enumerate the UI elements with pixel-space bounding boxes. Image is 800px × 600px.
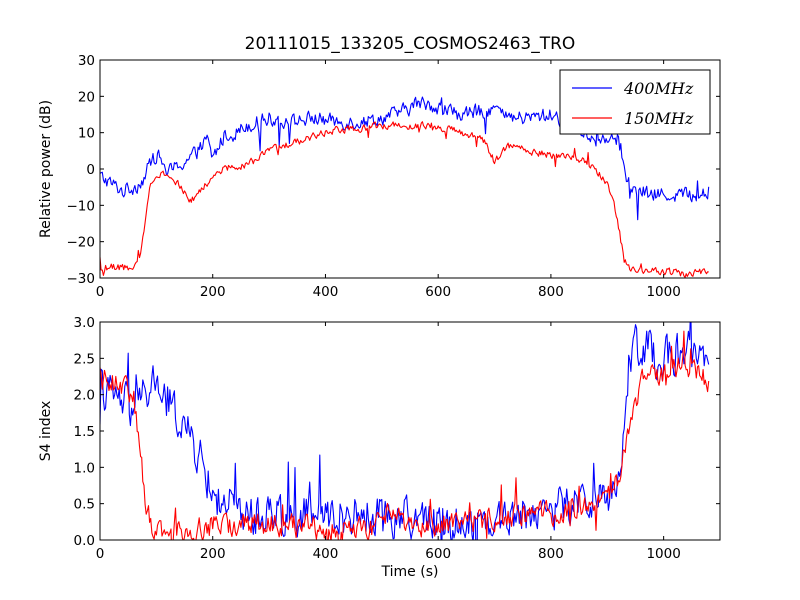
x-tick-label: 1000	[646, 284, 680, 300]
y-tick-label: 3.0	[74, 315, 95, 331]
series-line-150mhz	[100, 121, 709, 278]
series-line-400mhz	[100, 322, 710, 540]
y-axis-label: Relative power (dB)	[38, 100, 54, 238]
x-tick-label: 200	[200, 546, 226, 562]
series-line-150mhz	[100, 330, 710, 540]
x-tick-label: 800	[538, 546, 564, 562]
y-tick-label: −20	[67, 235, 96, 251]
x-axis-label: Time (s)	[381, 564, 439, 580]
y-tick-label: 0.5	[74, 497, 95, 513]
x-tick-label: 800	[538, 284, 564, 300]
y-tick-label: 30	[78, 53, 95, 69]
y-tick-label: 2.0	[74, 388, 95, 404]
y-axis-label: S4 index	[38, 401, 54, 462]
x-tick-label: 400	[313, 284, 339, 300]
y-tick-label: 0.0	[74, 533, 95, 549]
x-tick-label: 200	[200, 284, 226, 300]
legend-box	[559, 69, 711, 135]
y-tick-label: 20	[78, 89, 95, 105]
power-subplot: 0 200 400 600 800 1000 −30 −20 −10 0 10 20 30 Relativ…	[38, 53, 721, 300]
x-tick-label: 600	[425, 284, 451, 300]
legend: 400MHz 150MHz	[559, 69, 711, 135]
y-tick-label: 1.5	[74, 424, 95, 440]
y-tick-label: 0	[86, 162, 95, 178]
x-tick-label: 0	[96, 546, 105, 562]
series-line-400mhz	[100, 96, 710, 221]
legend-label-400mhz: 400MHz	[623, 79, 694, 98]
y-tick-label: 1.0	[74, 460, 95, 476]
s4-subplot: 0 200 400 600 800 1000 0.0 0.5 1.0 1.5 2.0 2.5 3.0 S4…	[38, 315, 721, 580]
x-tick-label: 400	[313, 546, 339, 562]
y-tick-label: 10	[78, 126, 95, 142]
y-tick-label: 2.5	[74, 351, 95, 367]
y-tick-label: −30	[67, 271, 96, 287]
x-tick-label: 1000	[646, 546, 680, 562]
figure-title: 20111015_133205_COSMOS2463_TRO	[245, 34, 576, 54]
x-tick-label: 0	[96, 284, 105, 300]
y-tick-label: −10	[67, 198, 96, 214]
legend-label-150mhz: 150MHz	[624, 109, 694, 128]
x-tick-label: 600	[425, 546, 451, 562]
